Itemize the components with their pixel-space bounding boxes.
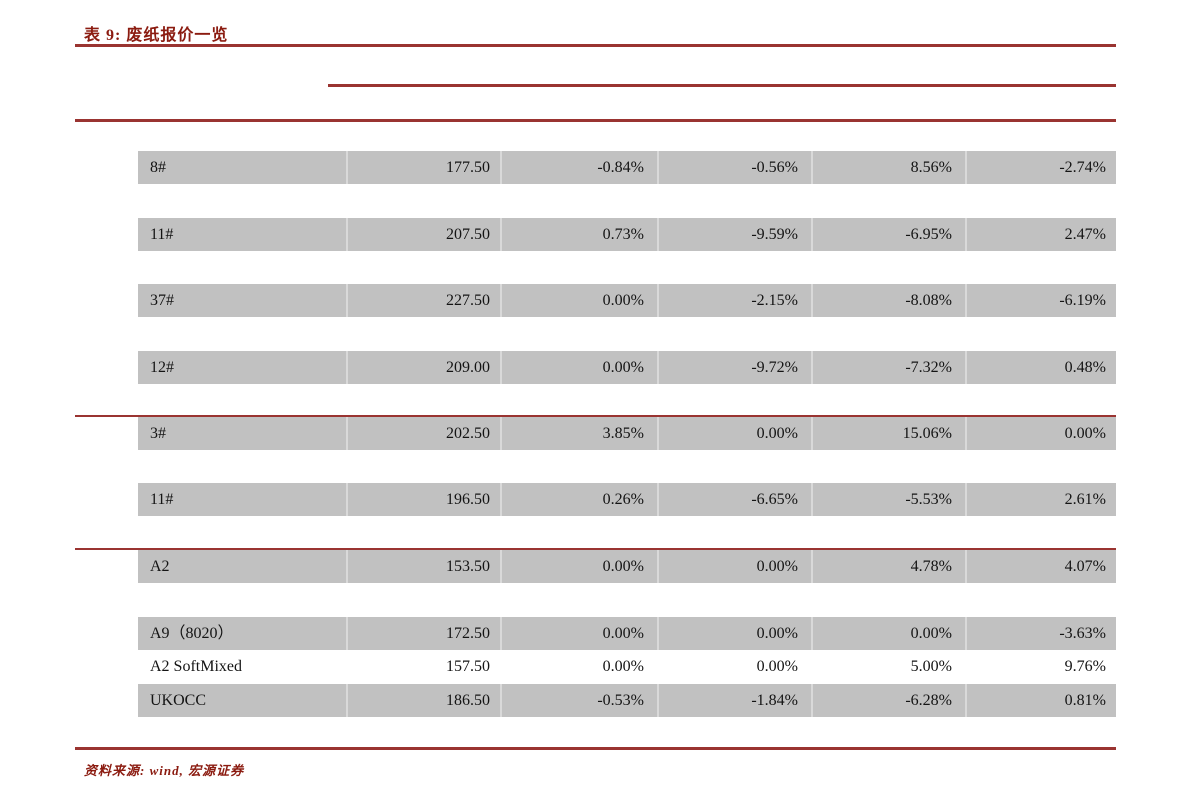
- cell-value: -6.95%: [811, 218, 965, 251]
- row-label: A2: [150, 558, 170, 575]
- row-label: 11#: [150, 491, 174, 508]
- section-rule-bottom: [75, 548, 1116, 550]
- row-label: 11#: [150, 226, 174, 243]
- table-row: A9（8020） 172.50 0.00% 0.00% 0.00% -3.63%: [138, 617, 1116, 650]
- table-title: 表 9: 废纸报价一览: [84, 27, 229, 44]
- cell-value: 202.50: [346, 417, 500, 450]
- cell-value: -7.32%: [811, 351, 965, 384]
- section-rule-top: [75, 415, 1116, 417]
- cell-value: 5.00%: [910, 658, 952, 675]
- table-row: A2 SoftMixed 157.50 0.00% 0.00% 5.00% 9.…: [138, 650, 1116, 684]
- row-label: 3#: [150, 425, 166, 442]
- table-row: UKOCC 186.50 -0.53% -1.84% -6.28% 0.81%: [138, 684, 1116, 717]
- cell-value: 0.00%: [811, 617, 965, 650]
- table-row: 37# 227.50 0.00% -2.15% -8.08% -6.19%: [138, 284, 1116, 317]
- cell-value: 0.00%: [500, 550, 657, 583]
- cell-value: 0.00%: [657, 417, 811, 450]
- cell-value: -3.63%: [965, 617, 1116, 650]
- source-note: 资料来源: wind, 宏源证券: [84, 763, 245, 778]
- cell-value: 4.07%: [965, 550, 1116, 583]
- table-row: 11# 196.50 0.26% -6.65% -5.53% 2.61%: [138, 483, 1116, 516]
- row-label: A2 SoftMixed: [150, 658, 242, 675]
- cell-value: -0.84%: [500, 151, 657, 184]
- cell-value: 0.00%: [500, 351, 657, 384]
- cell-value: -6.19%: [965, 284, 1116, 317]
- cell-value: -9.59%: [657, 218, 811, 251]
- cell-value: 0.48%: [965, 351, 1116, 384]
- table-row: 12# 209.00 0.00% -9.72% -7.32% 0.48%: [138, 351, 1116, 384]
- cell-value: 8.56%: [811, 151, 965, 184]
- cell-value: 227.50: [346, 284, 500, 317]
- table-row: A2 153.50 0.00% 0.00% 4.78% 4.07%: [138, 550, 1116, 583]
- cell-value: 177.50: [346, 151, 500, 184]
- cell-value: -5.53%: [811, 483, 965, 516]
- cell-value: 209.00: [346, 351, 500, 384]
- cell-value: 172.50: [346, 617, 500, 650]
- cell-value: 0.81%: [965, 684, 1116, 717]
- cell-value: -6.28%: [811, 684, 965, 717]
- title-rule: [75, 44, 1116, 47]
- cell-value: 9.76%: [1064, 658, 1106, 675]
- cell-value: -9.72%: [657, 351, 811, 384]
- header-rule-right: [328, 84, 1116, 87]
- footer-rule: [75, 747, 1116, 750]
- cell-value: 0.00%: [756, 658, 798, 675]
- cell-value: 0.00%: [500, 617, 657, 650]
- cell-value: 4.78%: [811, 550, 965, 583]
- cell-value: 2.47%: [965, 218, 1116, 251]
- cell-value: 3.85%: [500, 417, 657, 450]
- cell-value: 0.00%: [657, 550, 811, 583]
- row-label: 12#: [150, 359, 174, 376]
- cell-value: 0.26%: [500, 483, 657, 516]
- row-label: UKOCC: [150, 692, 207, 709]
- cell-value: 15.06%: [811, 417, 965, 450]
- row-label: A9（8020）: [150, 625, 234, 642]
- cell-value: 186.50: [346, 684, 500, 717]
- row-label: 8#: [150, 159, 166, 176]
- cell-value: -0.56%: [657, 151, 811, 184]
- cell-value: 153.50: [346, 550, 500, 583]
- cell-value: -6.65%: [657, 483, 811, 516]
- table-row: 3# 202.50 3.85% 0.00% 15.06% 0.00%: [138, 417, 1116, 450]
- cell-value: 2.61%: [965, 483, 1116, 516]
- table-row: 11# 207.50 0.73% -9.59% -6.95% 2.47%: [138, 218, 1116, 251]
- cell-value: -0.53%: [500, 684, 657, 717]
- cell-value: 0.00%: [965, 417, 1116, 450]
- cell-value: 0.00%: [657, 617, 811, 650]
- cell-value: 157.50: [446, 658, 490, 675]
- cell-value: 0.00%: [500, 284, 657, 317]
- cell-value: -8.08%: [811, 284, 965, 317]
- header-rule-full: [75, 119, 1116, 122]
- table-row: 8# 177.50 -0.84% -0.56% 8.56% -2.74%: [138, 151, 1116, 184]
- row-label: 37#: [150, 292, 174, 309]
- cell-value: -1.84%: [657, 684, 811, 717]
- cell-value: 0.73%: [500, 218, 657, 251]
- cell-value: 207.50: [346, 218, 500, 251]
- cell-value: -2.74%: [965, 151, 1116, 184]
- cell-value: -2.15%: [657, 284, 811, 317]
- cell-value: 196.50: [346, 483, 500, 516]
- cell-value: 0.00%: [602, 658, 644, 675]
